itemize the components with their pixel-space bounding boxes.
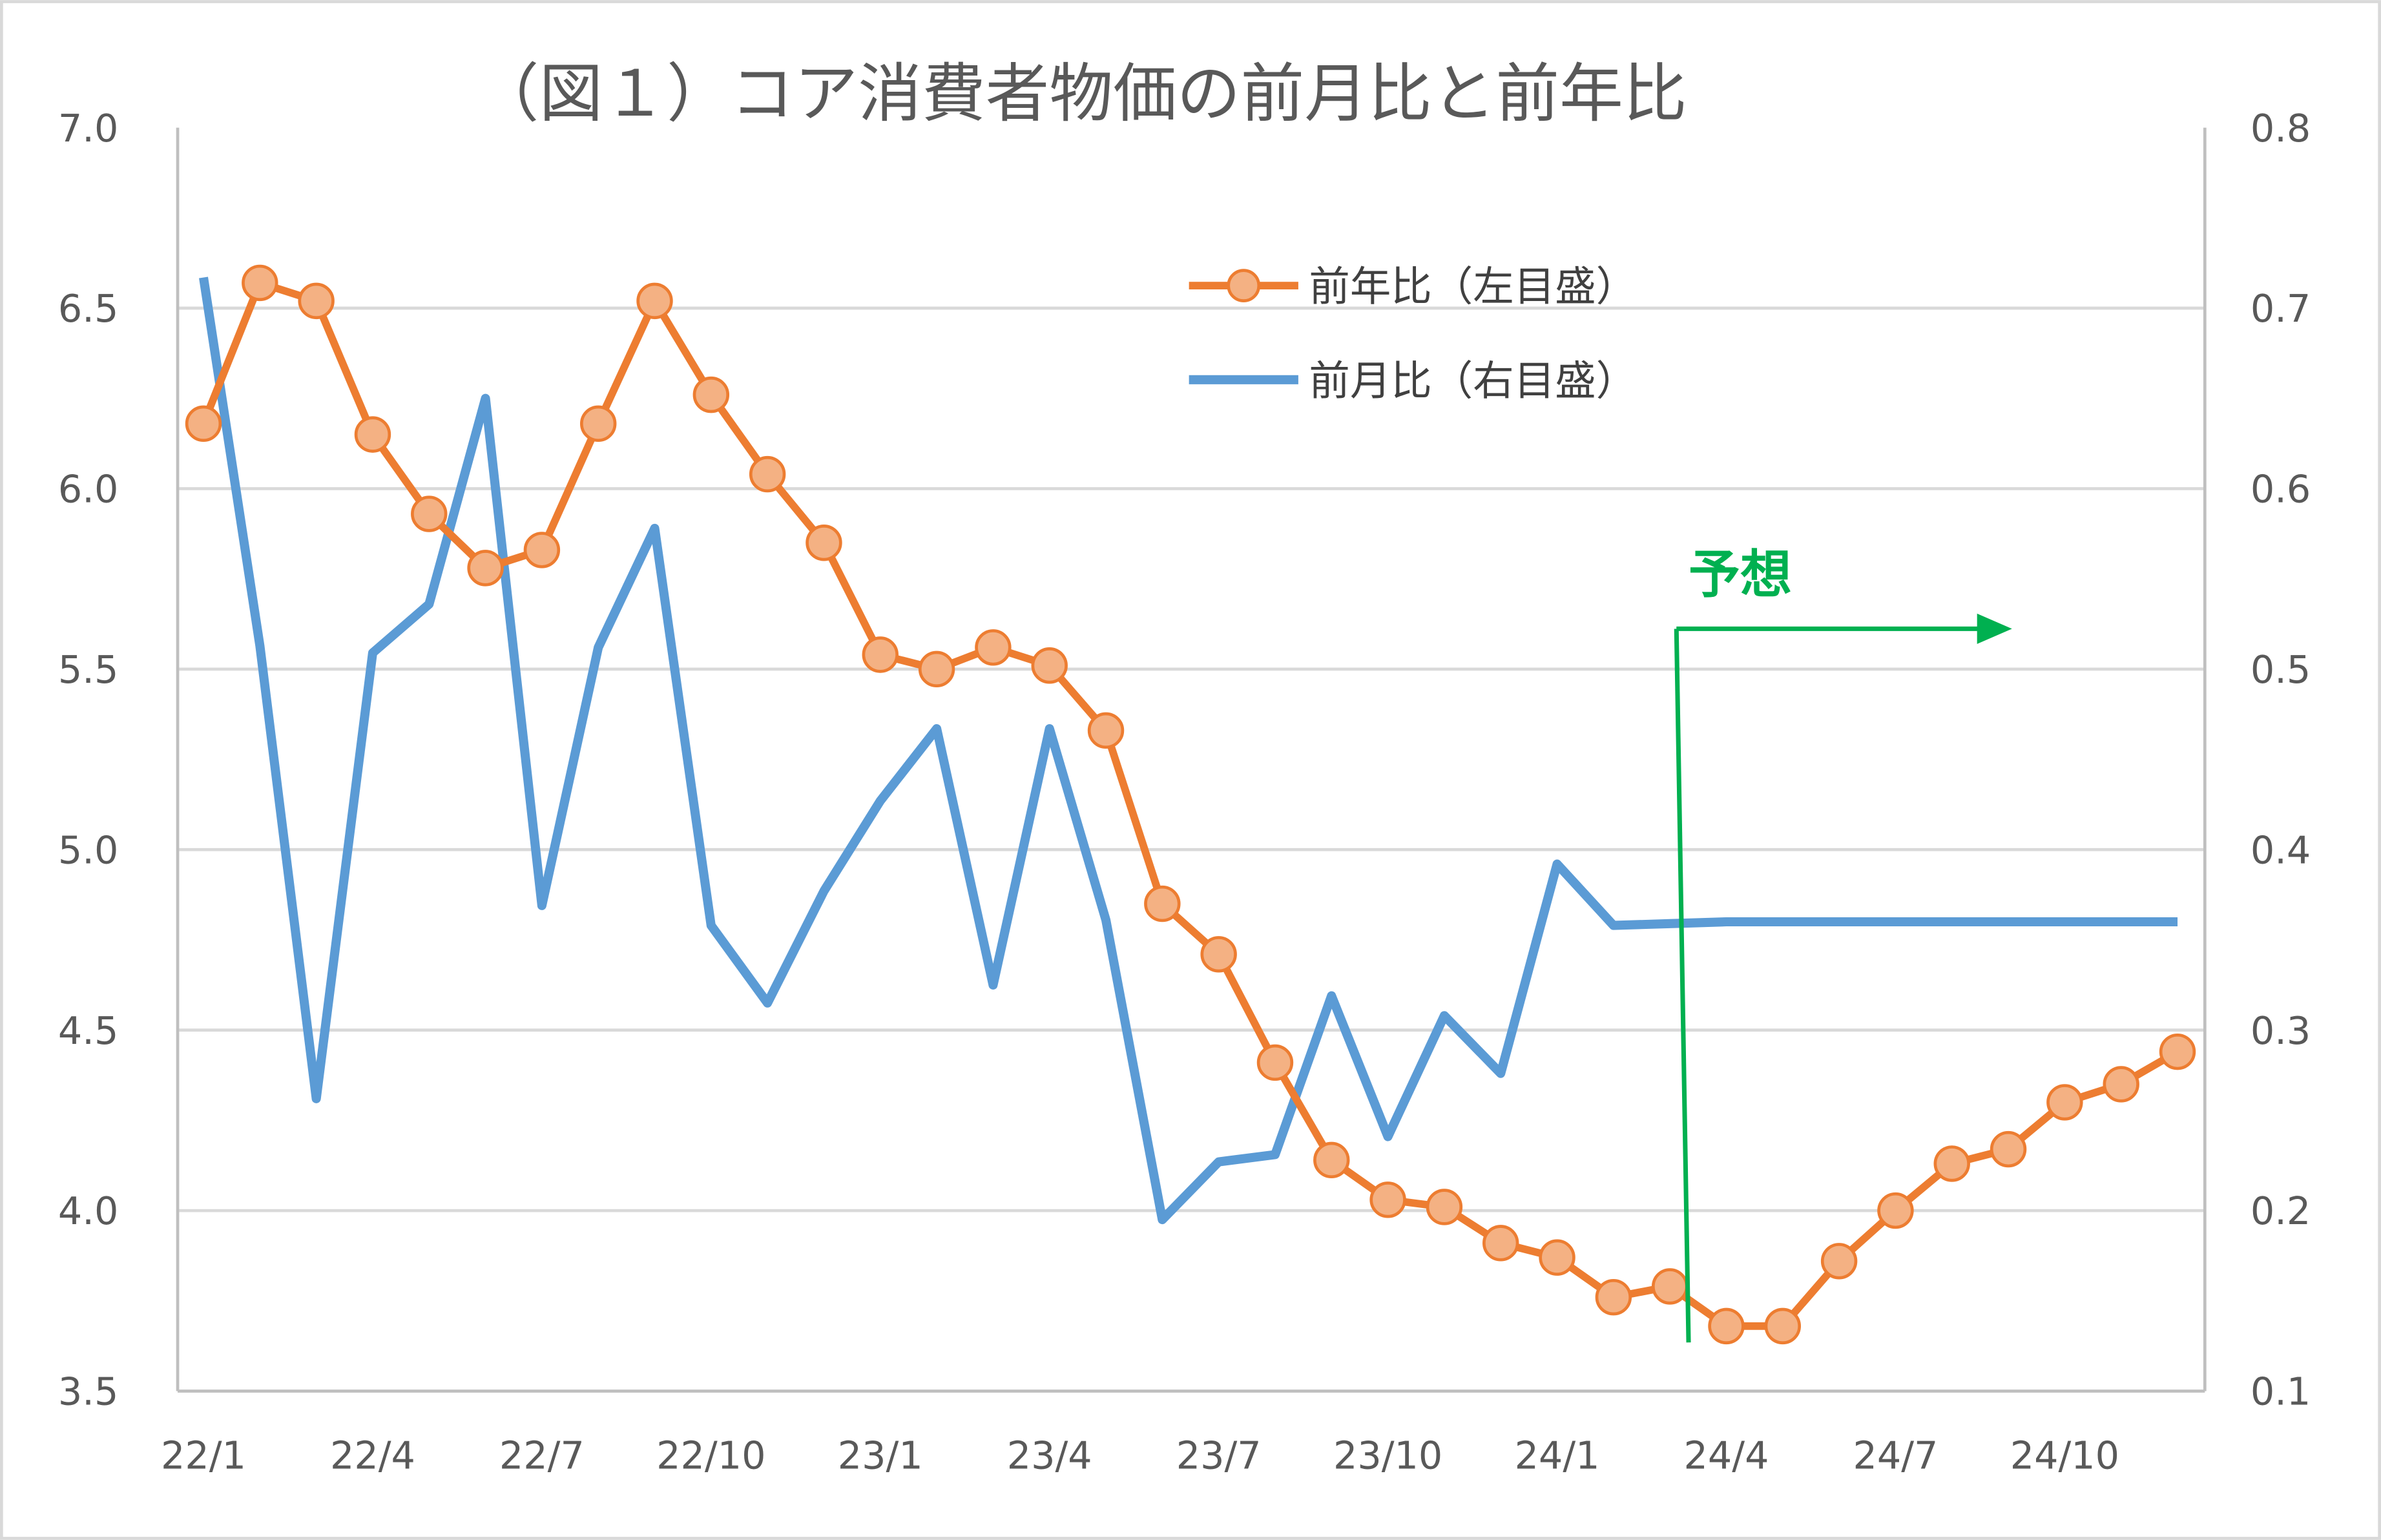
legend-label-mom: 前月比（右目盛） — [1309, 357, 1637, 404]
data-point-yoy — [354, 416, 391, 453]
data-point-yoy — [523, 532, 561, 568]
data-point-yoy — [975, 629, 1012, 666]
data-point-yoy — [1595, 1278, 1632, 1316]
data-point-yoy — [242, 264, 278, 302]
y-right-tick-label: 0.3 — [2251, 1008, 2311, 1053]
y-left-tick-label: 6.5 — [58, 286, 118, 331]
x-tick-label: 22/10 — [656, 1433, 765, 1477]
data-point-yoy — [862, 636, 899, 673]
y-left-tick-label: 4.0 — [58, 1189, 118, 1233]
x-tick-label: 24/1 — [1515, 1433, 1600, 1477]
data-point-yoy — [1426, 1189, 1463, 1225]
data-point-yoy — [579, 405, 617, 442]
y-right-tick-label: 0.8 — [2251, 106, 2311, 151]
y-left-tick-label: 5.0 — [58, 827, 118, 872]
data-point-yoy — [1933, 1145, 1970, 1182]
x-tick-label: 23/1 — [838, 1433, 923, 1477]
data-point-yoy — [467, 550, 504, 587]
x-tick-label: 23/4 — [1007, 1433, 1092, 1477]
y-left-tick-label: 6.0 — [58, 467, 118, 512]
legend-marker-yoy — [1227, 269, 1261, 302]
data-point-yoy — [1651, 1268, 1689, 1305]
x-tick-label: 22/4 — [330, 1433, 415, 1477]
y-right-tick-label: 0.2 — [2251, 1189, 2311, 1233]
data-point-yoy — [1764, 1307, 1802, 1345]
data-point-yoy — [749, 455, 786, 493]
data-point-yoy — [2103, 1066, 2139, 1103]
series-line-mom — [199, 276, 2178, 1225]
data-point-yoy — [298, 282, 335, 320]
data-point-yoy — [1031, 647, 1068, 684]
data-point-yoy — [1087, 712, 1125, 749]
data-point-yoy — [2046, 1084, 2083, 1121]
data-point-yoy — [1369, 1181, 1406, 1218]
y-right-tick-label: 0.4 — [2251, 827, 2311, 872]
x-tick-label: 24/4 — [1684, 1433, 1769, 1477]
data-point-yoy — [1708, 1307, 1745, 1345]
data-point-yoy — [692, 376, 730, 413]
y-right-tick-label: 0.6 — [2251, 467, 2311, 512]
data-point-yoy — [1877, 1192, 1914, 1229]
y-right-tick-label: 0.7 — [2251, 286, 2311, 331]
data-point-yoy — [1820, 1243, 1858, 1280]
data-point-yoy — [1200, 936, 1237, 973]
legend-label-yoy: 前年比（左目盛） — [1309, 263, 1637, 311]
x-tick-label: 24/10 — [2010, 1433, 2119, 1477]
y-left-tick-label: 3.5 — [58, 1369, 118, 1414]
forecast-label: 予想 — [1689, 545, 1792, 605]
data-point-yoy — [185, 405, 222, 442]
x-tick-label: 24/7 — [1853, 1433, 1938, 1477]
data-point-yoy — [1482, 1225, 1519, 1262]
x-tick-label: 23/7 — [1176, 1433, 1262, 1477]
forecast-divider-line — [1674, 629, 1691, 1343]
data-point-yoy — [1144, 885, 1181, 922]
data-point-yoy — [806, 525, 842, 561]
data-point-yoy — [918, 650, 955, 688]
data-point-yoy — [2159, 1033, 2196, 1070]
y-left-tick-label: 4.5 — [58, 1008, 118, 1053]
x-tick-label: 23/10 — [1333, 1433, 1442, 1477]
y-left-tick-label: 7.0 — [58, 106, 118, 151]
chart-title: （図１）コア消費者物価の前月比と前年比 — [475, 57, 1687, 131]
x-tick-label: 22/7 — [499, 1433, 585, 1477]
y-left-tick-label: 5.5 — [58, 647, 118, 692]
y-right-tick-label: 0.1 — [2251, 1369, 2311, 1414]
data-point-yoy — [636, 282, 673, 320]
data-point-yoy — [1539, 1239, 1575, 1276]
data-point-yoy — [1313, 1141, 1350, 1179]
forecast-arrow-head — [1977, 613, 2012, 644]
x-tick-label: 22/1 — [161, 1433, 246, 1477]
data-point-yoy — [1990, 1130, 2027, 1168]
data-point-yoy — [1256, 1044, 1294, 1081]
data-point-yoy — [411, 495, 448, 532]
y-right-tick-label: 0.5 — [2251, 647, 2311, 692]
